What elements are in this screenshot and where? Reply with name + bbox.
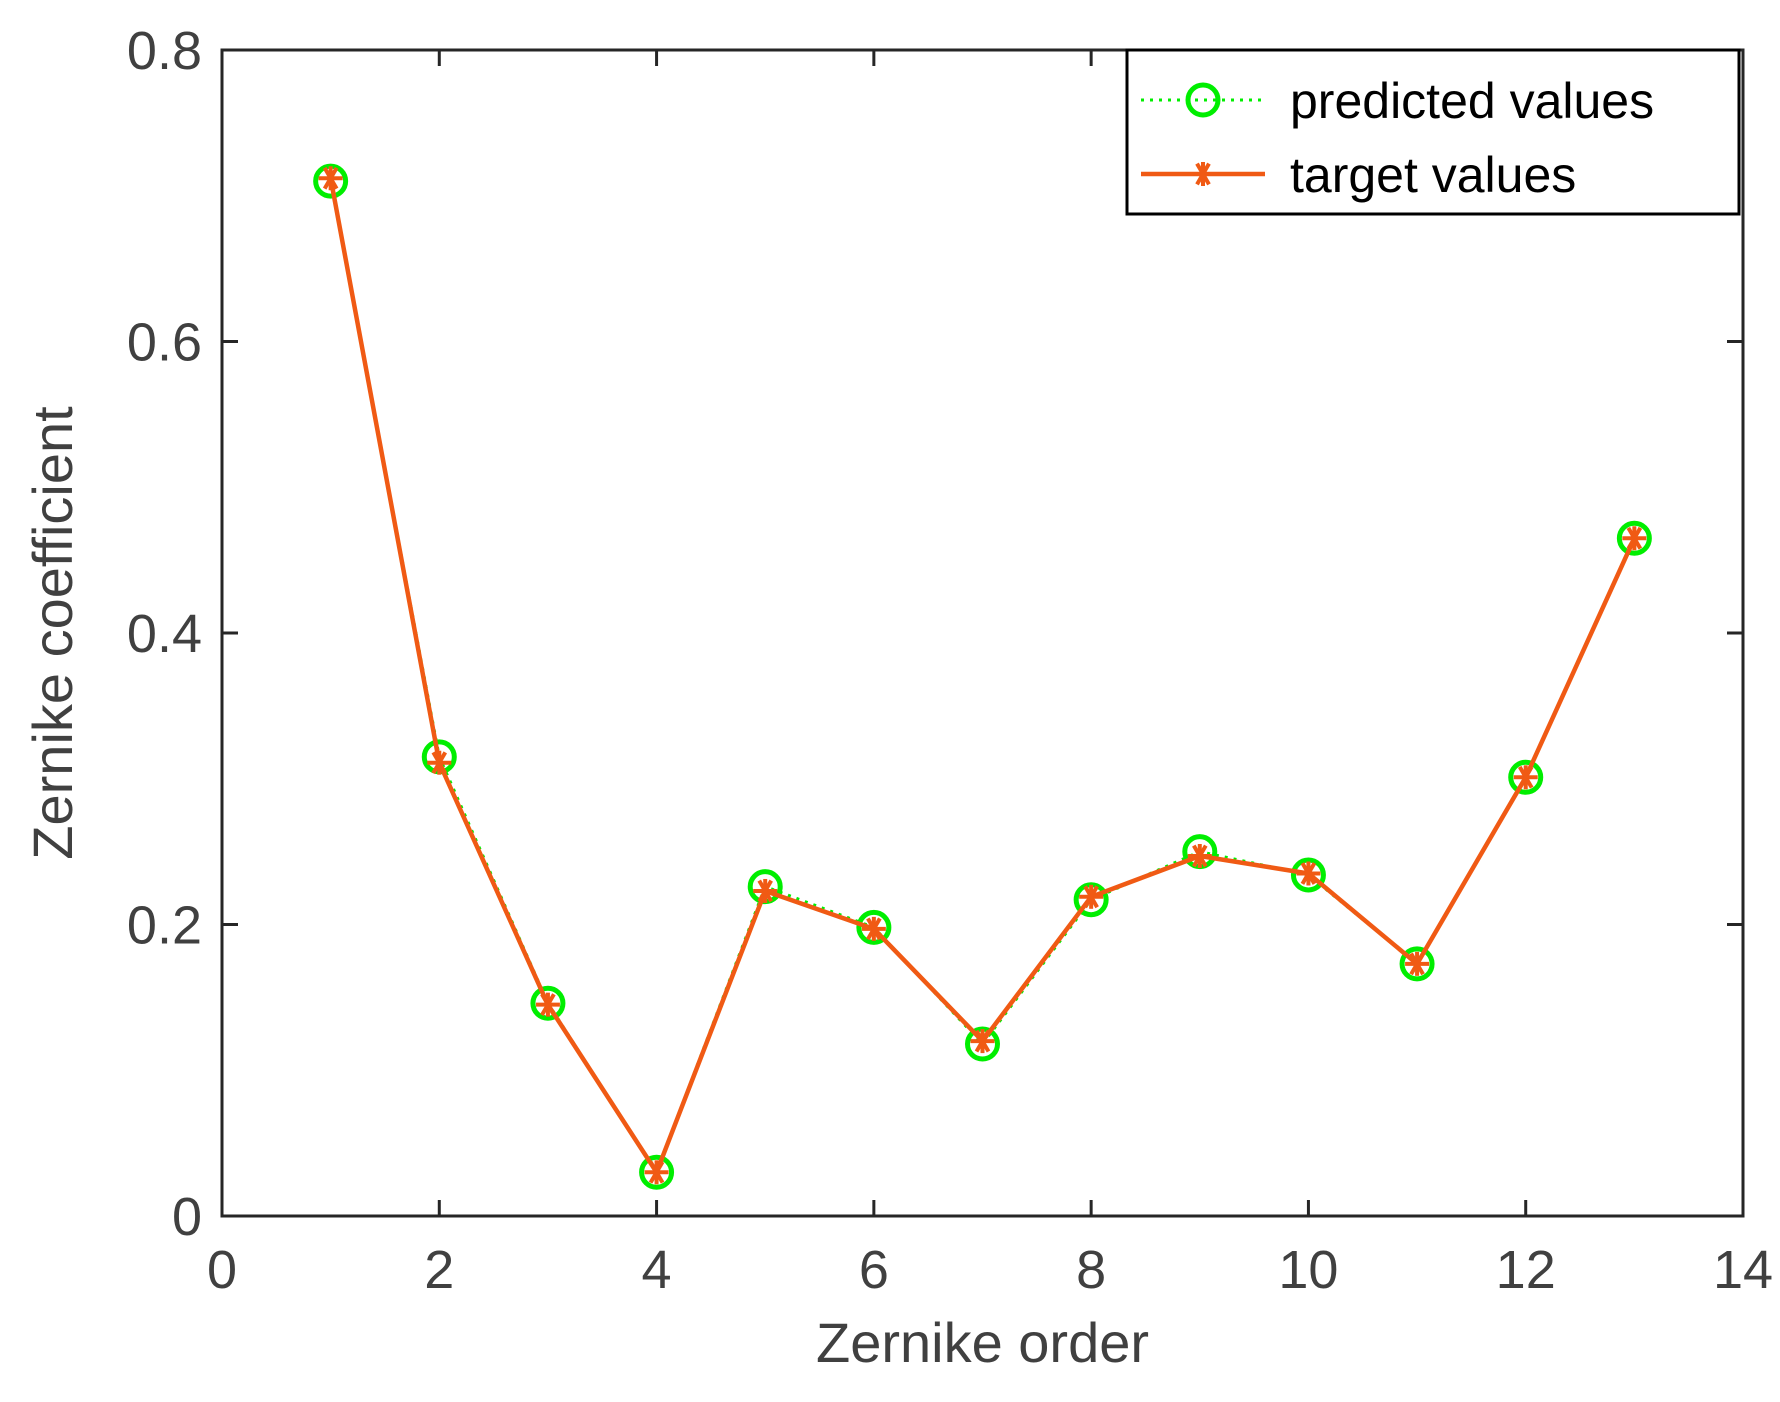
legend: predicted values target values xyxy=(1125,48,1741,216)
axes-box xyxy=(220,48,1745,1218)
predicted-point xyxy=(965,1026,1000,1062)
x-tick-label: 6 xyxy=(859,1240,889,1300)
predicted-point xyxy=(1073,882,1109,918)
x-tick-label: 8 xyxy=(1076,1240,1106,1300)
predicted-point xyxy=(1508,759,1544,795)
x-tick-label: 14 xyxy=(1713,1240,1773,1300)
target-point xyxy=(535,992,560,1017)
target-point xyxy=(753,878,778,903)
target-point xyxy=(1513,765,1538,790)
target-point xyxy=(318,166,343,191)
tick-labels: 0 2 4 6 8 10 12 14 0 0.2 0.4 0.6 0.8 xyxy=(127,21,1773,1300)
plot-area xyxy=(220,48,1745,1218)
x-tick-label: 12 xyxy=(1496,1240,1556,1300)
y-tick-label: 0.6 xyxy=(127,313,202,373)
target-point xyxy=(1079,884,1104,909)
x-tick-label: 10 xyxy=(1278,1240,1338,1300)
predicted-point xyxy=(530,985,566,1021)
target-point xyxy=(1622,526,1647,551)
target-point xyxy=(1187,843,1212,868)
target-point xyxy=(861,916,886,941)
y-tick-label: 0.4 xyxy=(127,604,202,664)
x-tick-label: 2 xyxy=(424,1240,454,1300)
y-tick-label: 0.8 xyxy=(127,21,202,81)
legend-target-label: target values xyxy=(1290,147,1576,203)
legend-predicted-label: predicted values xyxy=(1290,73,1654,129)
legend-predicted-marker xyxy=(1185,82,1221,118)
legend-target-marker xyxy=(1191,162,1215,186)
y-axis-label: Zernike coefficient xyxy=(21,406,84,860)
legend-box xyxy=(1125,48,1741,216)
x-tick-label: 0 xyxy=(207,1240,237,1300)
predicted-point xyxy=(313,163,349,199)
target-point xyxy=(970,1029,995,1054)
y-tick-label: 0.2 xyxy=(127,896,202,956)
predicted-point xyxy=(639,1154,675,1190)
x-axis-label: Zernike order xyxy=(816,1311,1149,1374)
predicted-point xyxy=(1290,857,1326,893)
target-point xyxy=(427,750,452,775)
series-layer xyxy=(313,163,1652,1190)
y-tick-label: 0 xyxy=(172,1187,202,1247)
predicted-point xyxy=(1399,946,1435,982)
target-point xyxy=(1296,861,1321,886)
predicted-point xyxy=(856,909,892,945)
target-point xyxy=(644,1160,669,1185)
x-tick-label: 4 xyxy=(642,1240,672,1300)
target-point xyxy=(1405,951,1430,976)
series-target xyxy=(318,166,1647,1185)
predicted-point xyxy=(1616,520,1652,556)
